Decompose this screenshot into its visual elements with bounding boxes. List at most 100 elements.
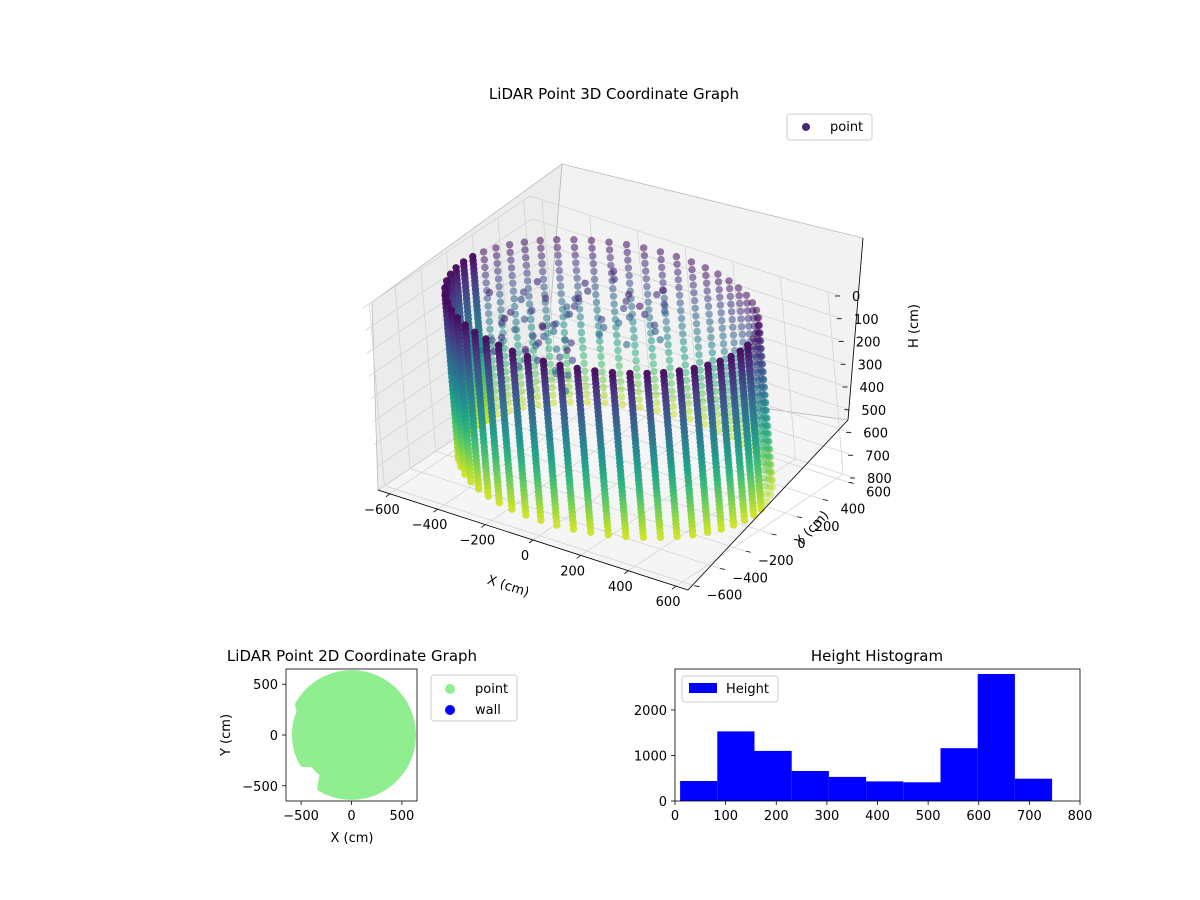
scatter-point <box>709 356 717 365</box>
scatter-point <box>622 297 630 305</box>
scatter-point <box>665 356 674 364</box>
scatter-point <box>485 317 494 326</box>
scatter-point <box>533 278 542 286</box>
grid-line-h <box>362 195 841 309</box>
scatter-point <box>592 298 601 307</box>
scatter-point <box>540 283 548 291</box>
scatter-point <box>726 284 734 293</box>
scatter-point <box>756 412 764 420</box>
scatter-point <box>599 323 608 332</box>
histogram-bar <box>828 776 867 801</box>
scatter-point <box>494 275 503 283</box>
scatter-point <box>626 279 634 287</box>
scatter-point <box>763 497 771 506</box>
y-tick-label: 400 <box>840 503 865 518</box>
scatter-point <box>513 333 521 342</box>
scatter-point <box>713 403 721 411</box>
scatter-point <box>625 290 633 299</box>
scatter-point <box>652 398 661 407</box>
scatter-point <box>661 307 669 315</box>
x-tick-label: 200 <box>560 564 585 579</box>
x-tick-label-hist: 300 <box>814 809 839 824</box>
x-tick-label-2d: −500 <box>283 809 319 824</box>
scatter-point <box>581 367 589 375</box>
scatter-point <box>580 359 588 368</box>
scatter-point <box>644 298 652 306</box>
scatter-point <box>749 335 757 343</box>
scatter-point <box>692 312 700 320</box>
ticks-3d: −600−600−400−400−200−2000020020040040060… <box>364 290 892 610</box>
ticks-2d: −500 −500 0 0 500 500 <box>242 678 414 824</box>
scatter-point <box>656 336 664 344</box>
scatter-point <box>481 271 490 279</box>
scatter-point <box>737 315 745 323</box>
scatter-point <box>689 531 697 539</box>
scatter-point <box>577 328 586 337</box>
scatter-point <box>509 287 518 295</box>
scatter-point <box>492 244 500 252</box>
scatter-point <box>716 301 725 309</box>
scatter-point <box>725 277 733 285</box>
scatter-point <box>530 362 539 370</box>
scatter-point <box>577 321 585 329</box>
x-tick-label-hist: 400 <box>865 809 890 824</box>
scatter-point <box>743 307 752 315</box>
chart-3d: LiDAR Point 3D Coordinate Graph −600 −600… <box>362 85 922 610</box>
scatter-point <box>630 333 638 342</box>
scatter-point <box>675 283 683 292</box>
scatter-point <box>679 330 687 338</box>
y-axis-line <box>687 419 849 591</box>
scatter-point <box>673 532 681 541</box>
scatter-point <box>600 391 608 399</box>
scatter-point <box>624 256 632 264</box>
scatter-point <box>700 412 708 421</box>
scatter-point <box>694 343 703 351</box>
histogram-bar <box>940 748 978 801</box>
x-tick-label: −600 <box>364 503 400 518</box>
scatter-point <box>667 379 675 388</box>
scatter-point <box>748 299 757 307</box>
x-axis-label-3d: X (cm) <box>485 573 531 601</box>
scatter-point <box>505 406 513 415</box>
scatter-point <box>719 340 728 348</box>
scatter-point <box>650 375 659 384</box>
scatter-point <box>493 259 501 268</box>
x-tick <box>624 570 629 575</box>
scatter-point <box>494 267 502 275</box>
scatter-point <box>510 295 518 303</box>
legend-2d-label-wall: wall <box>475 703 501 718</box>
scatter-point <box>698 389 706 398</box>
scatter-point <box>754 397 763 405</box>
scatter-point <box>492 252 501 260</box>
scatter-point <box>656 533 665 541</box>
scatter-point <box>520 315 529 323</box>
y-tick-label: 200 <box>815 520 840 535</box>
scatter-point <box>596 345 604 353</box>
scatter-point <box>690 289 698 297</box>
y-tick <box>745 550 751 553</box>
y-tick <box>848 481 854 484</box>
scatter-point <box>692 320 701 328</box>
scatter-point <box>707 333 715 342</box>
scatter-point <box>609 267 618 276</box>
x-tick <box>481 524 486 528</box>
histogram-bar <box>1014 778 1053 801</box>
scatter-point <box>695 351 703 359</box>
scatter-point <box>729 331 738 339</box>
scatter-point <box>696 358 704 367</box>
scatter-point <box>511 302 519 311</box>
scatter-point <box>680 345 688 354</box>
x-tick <box>385 493 391 498</box>
scatter-point <box>560 328 569 337</box>
scatter-point <box>484 302 492 310</box>
scatter-point <box>584 287 592 295</box>
scatter-point <box>617 385 625 393</box>
scatter-point <box>512 318 520 326</box>
scatter-point <box>593 306 601 314</box>
scatter-point <box>567 339 575 347</box>
scatter-point <box>609 292 618 300</box>
scatter-point <box>540 332 548 341</box>
scatter-point <box>557 290 565 298</box>
chart-histogram: Height Histogram 0 100 200 300 400 500 600 700 8… <box>634 647 1093 824</box>
y-tick <box>720 568 726 570</box>
